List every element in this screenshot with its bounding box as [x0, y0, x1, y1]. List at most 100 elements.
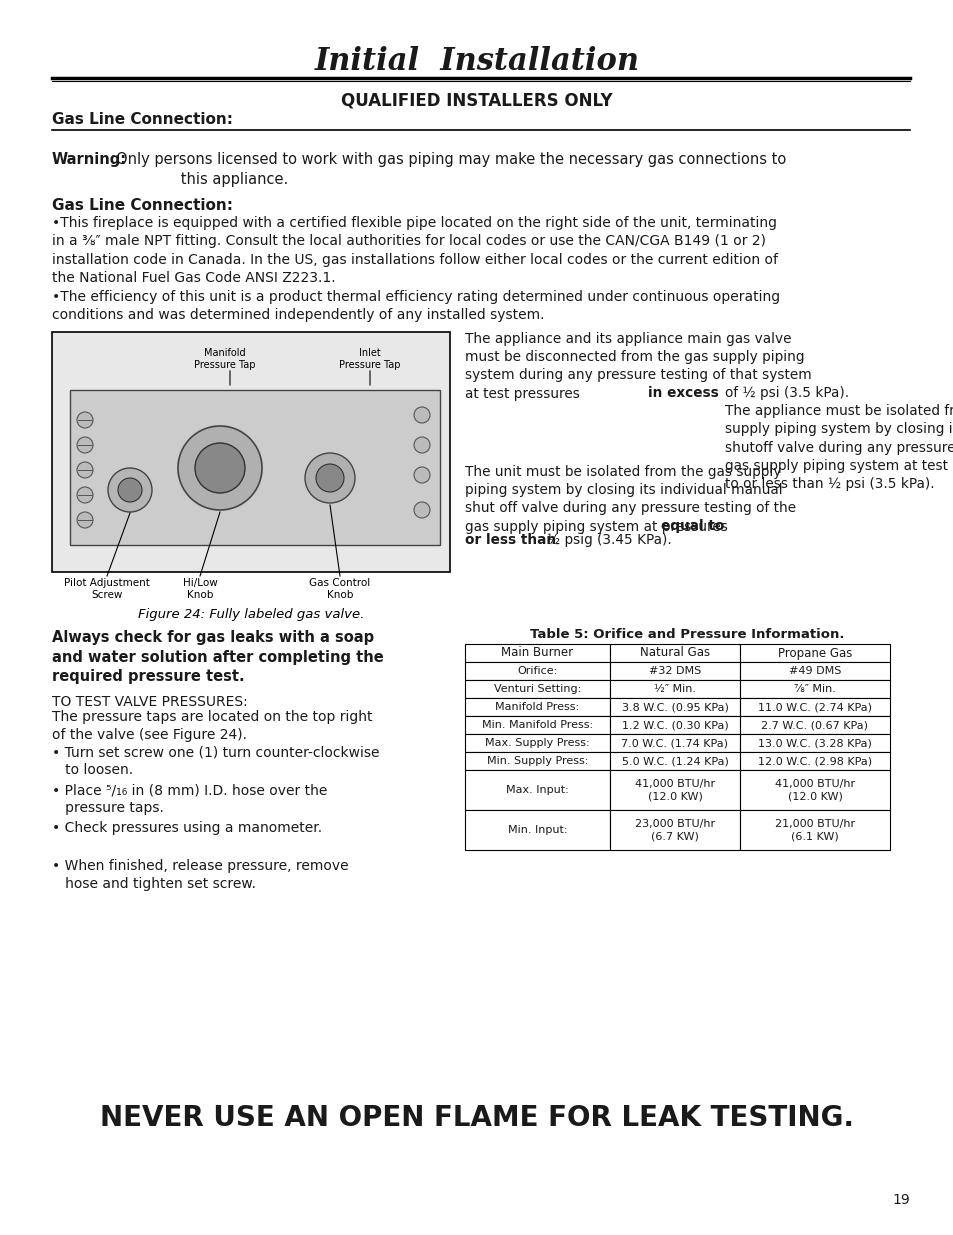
Bar [52, 332, 450, 572]
Text: Venturi Setting:: Venturi Setting: [494, 684, 580, 694]
Circle shape [178, 426, 262, 510]
Circle shape [77, 487, 92, 503]
Text: Always check for gas leaks with a soap
and water solution after completing the
r: Always check for gas leaks with a soap a… [52, 630, 383, 684]
Text: Inlet
Pressure Tap: Inlet Pressure Tap [339, 348, 400, 369]
Bar [740, 752, 889, 769]
Text: The unit must be isolated from the gas supply
piping system by closing its indiv: The unit must be isolated from the gas s… [464, 466, 796, 534]
Bar [740, 810, 889, 850]
Text: 41,000 BTU/hr
(12.0 KW): 41,000 BTU/hr (12.0 KW) [635, 779, 715, 802]
Bar [464, 769, 609, 810]
Text: Orifice:: Orifice: [517, 666, 558, 676]
Bar [740, 680, 889, 698]
Bar [740, 769, 889, 810]
Text: • Turn set screw one (1) turn counter-clockwise
   to loosen.: • Turn set screw one (1) turn counter-cl… [52, 745, 379, 777]
Bar [740, 662, 889, 680]
Text: Gas Control
Knob: Gas Control Knob [309, 578, 370, 600]
Circle shape [414, 408, 430, 424]
Text: 2.7 W.C. (0.67 KPa): 2.7 W.C. (0.67 KPa) [760, 720, 867, 730]
Circle shape [414, 437, 430, 453]
Text: Min. Manifold Press:: Min. Manifold Press: [481, 720, 593, 730]
Bar [464, 810, 609, 850]
Text: 13.0 W.C. (3.28 KPa): 13.0 W.C. (3.28 KPa) [758, 739, 871, 748]
Circle shape [77, 513, 92, 529]
Text: or less than: or less than [464, 534, 556, 547]
Text: 19: 19 [891, 1193, 909, 1207]
Text: 41,000 BTU/hr
(12.0 KW): 41,000 BTU/hr (12.0 KW) [774, 779, 854, 802]
Text: Warning:: Warning: [52, 152, 127, 167]
Text: Min. Input:: Min. Input: [507, 825, 567, 835]
Text: • Place ⁵/₁₆ in (8 mm) I.D. hose over the
   pressure taps.: • Place ⁵/₁₆ in (8 mm) I.D. hose over th… [52, 783, 327, 815]
Text: 23,000 BTU/hr
(6.7 KW): 23,000 BTU/hr (6.7 KW) [635, 819, 715, 841]
Text: Max. Supply Press:: Max. Supply Press: [485, 739, 589, 748]
Text: Min. Supply Press:: Min. Supply Press: [486, 756, 588, 766]
Text: 1.2 W.C. (0.30 KPa): 1.2 W.C. (0.30 KPa) [621, 720, 727, 730]
Text: The appliance and its appliance main gas valve
must be disconnected from the gas: The appliance and its appliance main gas… [464, 332, 811, 400]
Circle shape [315, 464, 344, 492]
Text: #32 DMS: #32 DMS [648, 666, 700, 676]
Text: •The efficiency of this unit is a product thermal efficiency rating determined u: •The efficiency of this unit is a produc… [52, 290, 780, 322]
Circle shape [77, 462, 92, 478]
Bar [464, 716, 609, 734]
Text: Gas Line Connection:: Gas Line Connection: [52, 112, 233, 127]
Text: Pilot Adjustment
Screw: Pilot Adjustment Screw [64, 578, 150, 600]
Bar [740, 716, 889, 734]
Text: 7.0 W.C. (1.74 KPa): 7.0 W.C. (1.74 KPa) [620, 739, 728, 748]
Text: #49 DMS: #49 DMS [788, 666, 841, 676]
Circle shape [77, 412, 92, 429]
Text: Gas Line Connection:: Gas Line Connection: [52, 198, 233, 212]
Text: 5.0 W.C. (1.24 KPa): 5.0 W.C. (1.24 KPa) [621, 756, 728, 766]
Bar [740, 643, 889, 662]
Text: Initial  Installation: Initial Installation [314, 47, 639, 78]
Text: Figure 24: Fully labeled gas valve.: Figure 24: Fully labeled gas valve. [137, 608, 364, 621]
Circle shape [305, 453, 355, 503]
Text: ⅞″ Min.: ⅞″ Min. [793, 684, 835, 694]
Circle shape [414, 467, 430, 483]
Bar [464, 662, 609, 680]
Text: Max. Input:: Max. Input: [506, 785, 568, 795]
Text: Hi/Low
Knob: Hi/Low Knob [182, 578, 217, 600]
Text: 3.8 W.C. (0.95 KPa): 3.8 W.C. (0.95 KPa) [621, 701, 728, 713]
Text: of ½ psi (3.5 kPa).
The appliance must be isolated from the gas
supply piping sy: of ½ psi (3.5 kPa). The appliance must b… [724, 387, 953, 490]
Text: Main Burner: Main Burner [501, 646, 573, 659]
Text: Only persons licensed to work with gas piping may make the necessary gas connect: Only persons licensed to work with gas p… [116, 152, 785, 186]
Text: Manifold
Pressure Tap: Manifold Pressure Tap [194, 348, 255, 369]
Circle shape [194, 443, 245, 493]
Text: QUALIFIED INSTALLERS ONLY: QUALIFIED INSTALLERS ONLY [341, 91, 612, 109]
Text: Propane Gas: Propane Gas [777, 646, 851, 659]
Bar [464, 734, 609, 752]
Circle shape [118, 478, 142, 501]
Text: •This fireplace is equipped with a certified flexible pipe located on the right : •This fireplace is equipped with a certi… [52, 216, 778, 285]
Bar [464, 680, 609, 698]
Text: 12.0 W.C. (2.98 KPa): 12.0 W.C. (2.98 KPa) [757, 756, 871, 766]
Text: 11.0 W.C. (2.74 KPa): 11.0 W.C. (2.74 KPa) [758, 701, 871, 713]
Text: 21,000 BTU/hr
(6.1 KW): 21,000 BTU/hr (6.1 KW) [774, 819, 854, 841]
Bar [609, 810, 740, 850]
Bar [609, 734, 740, 752]
Bar [609, 716, 740, 734]
Bar [609, 680, 740, 698]
Text: Manifold Press:: Manifold Press: [495, 701, 579, 713]
Bar [609, 769, 740, 810]
Bar [609, 698, 740, 716]
Text: • Check pressures using a manometer.: • Check pressures using a manometer. [52, 821, 322, 835]
Circle shape [77, 437, 92, 453]
Text: ½″ Min.: ½″ Min. [654, 684, 696, 694]
Text: Table 5: Orifice and Pressure Information.: Table 5: Orifice and Pressure Informatio… [530, 629, 843, 641]
Bar [740, 698, 889, 716]
Text: • When finished, release pressure, remove
   hose and tighten set screw.: • When finished, release pressure, remov… [52, 860, 348, 892]
Bar [464, 643, 609, 662]
Text: NEVER USE AN OPEN FLAME FOR LEAK TESTING.: NEVER USE AN OPEN FLAME FOR LEAK TESTING… [100, 1104, 853, 1132]
Circle shape [414, 501, 430, 517]
Bar [609, 643, 740, 662]
Text: ½ psig (3.45 KPa).: ½ psig (3.45 KPa). [546, 534, 671, 547]
Bar [740, 734, 889, 752]
Text: in excess: in excess [647, 387, 718, 400]
Text: The pressure taps are located on the top right
of the valve (see Figure 24).: The pressure taps are located on the top… [52, 710, 372, 742]
Text: equal to: equal to [660, 519, 723, 534]
Bar [609, 662, 740, 680]
Bar [464, 752, 609, 769]
Text: Natural Gas: Natural Gas [639, 646, 709, 659]
Bar [464, 698, 609, 716]
Text: TO TEST VALVE PRESSURES:: TO TEST VALVE PRESSURES: [52, 695, 248, 709]
Bar [609, 752, 740, 769]
